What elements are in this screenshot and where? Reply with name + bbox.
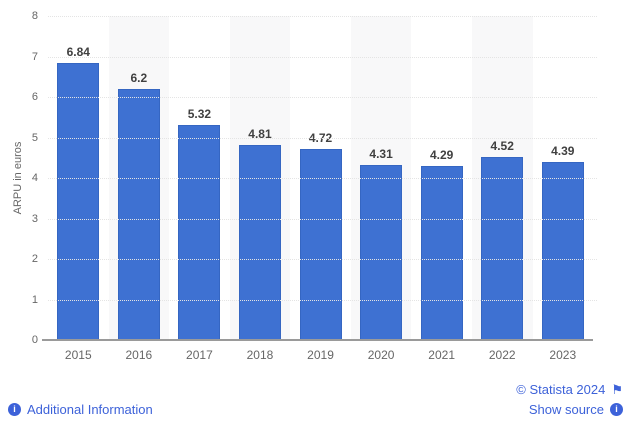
x-tick-label: 2017 (186, 348, 213, 362)
y-tick-label: 4 (31, 172, 38, 184)
flag-icon[interactable]: ⚑ (611, 381, 623, 397)
footer-right: © Statista 2024 ⚑ Show source i (516, 381, 623, 421)
bar-value-label: 6.84 (66, 45, 90, 59)
x-tick-label: 2016 (125, 348, 153, 362)
x-tick-label: 2015 (64, 348, 92, 362)
bar-2015[interactable] (57, 63, 100, 340)
bar-2021[interactable] (420, 166, 463, 340)
y-tick-label: 2 (31, 253, 38, 265)
statista-copyright-label[interactable]: © Statista 2024 (516, 381, 606, 397)
gridline (48, 300, 597, 301)
x-axis-line (42, 339, 593, 341)
bar-2019[interactable] (299, 149, 342, 340)
y-tick-label: 8 (31, 10, 38, 22)
additional-information-link[interactable]: i Additional Information (8, 402, 153, 417)
bar-2022[interactable] (481, 157, 524, 340)
bar-value-label: 4.31 (369, 147, 393, 161)
info-icon[interactable]: i (610, 402, 623, 416)
category-2015: 6.84 2015 (48, 16, 109, 362)
bar-value-label: 4.81 (248, 127, 272, 141)
gridline (48, 16, 597, 17)
statista-copyright-link[interactable]: © Statista 2024 ⚑ (516, 381, 623, 397)
category-2017: 5.32 2017 (169, 16, 230, 362)
y-tick-label: 7 (31, 51, 38, 63)
category-2023: 4.39 2023 (533, 16, 594, 362)
x-tick-label: 2018 (246, 348, 274, 362)
x-tick-label: 2023 (549, 348, 577, 362)
plot-area: 6.84 2015 6.2 2016 5.32 2017 4.81 2018 4.72 2019 4… (42, 16, 597, 362)
gridline (48, 259, 597, 260)
y-tick-label: 0 (31, 334, 38, 346)
x-tick-label: 2022 (488, 348, 516, 362)
bar-2020[interactable] (360, 165, 403, 340)
bar-value-label: 6.2 (130, 71, 148, 85)
category-2021: 4.29 2021 (411, 16, 472, 362)
info-icon[interactable]: i (8, 403, 21, 416)
gridline (48, 178, 597, 179)
additional-information-label[interactable]: Additional Information (27, 402, 153, 417)
bar-value-label: 4.52 (490, 139, 514, 153)
x-tick-label: 2021 (428, 348, 455, 362)
x-tick-label: 2020 (367, 348, 395, 362)
show-source-link[interactable]: Show source i (516, 401, 623, 417)
bar-2018[interactable] (238, 145, 281, 340)
y-tick-label: 3 (31, 213, 38, 225)
gridline (48, 57, 597, 58)
show-source-label[interactable]: Show source (528, 401, 604, 417)
bar-value-label: 4.29 (429, 148, 454, 162)
gridline (48, 138, 597, 139)
gridline (48, 97, 597, 98)
y-tick-label: 5 (31, 132, 38, 144)
y-tick-label: 6 (31, 91, 38, 103)
bar-value-label: 5.32 (187, 107, 212, 121)
bar-value-label: 4.39 (551, 144, 575, 158)
bar-2017[interactable] (178, 125, 221, 340)
y-tick-label: 1 (31, 294, 38, 306)
bar-2016[interactable] (117, 89, 160, 340)
category-2019: 4.72 2019 (290, 16, 351, 362)
x-tick-label: 2019 (307, 348, 334, 362)
bar-2023[interactable] (541, 162, 584, 340)
category-cells: 6.84 2015 6.2 2016 5.32 2017 4.81 2018 4.72 2019 4… (48, 16, 594, 362)
gridline (48, 219, 597, 220)
